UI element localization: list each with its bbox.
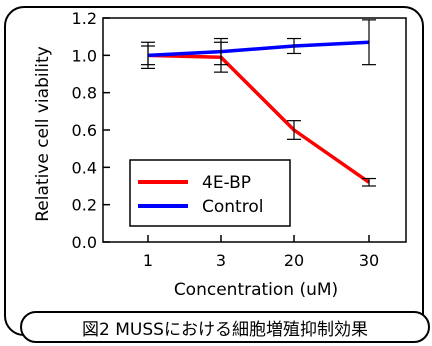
x-axis-title: Concentration (uM) (174, 280, 338, 300)
legend-label: 4E-BP (202, 173, 251, 193)
legend-box (129, 159, 291, 227)
y-tick-label: 0.6 (72, 121, 97, 140)
y-tick-label: 0.2 (72, 196, 97, 215)
y-tick-label: 0.4 (72, 158, 97, 177)
y-axis-title: Relative cell viability (33, 46, 53, 222)
series-line-4e-bp (147, 53, 371, 184)
y-tick-label: 1.2 (72, 9, 97, 28)
figure-caption: 図2 MUSSにおける細胞増殖抑制効果 (82, 319, 368, 340)
x-tick-label: 20 (284, 251, 304, 270)
caption-box: 図2 MUSSにおける細胞増殖抑制効果 (20, 311, 430, 343)
x-tick-label: 30 (359, 251, 379, 270)
y-tick-label: 1.0 (72, 46, 97, 65)
x-tick-label: 1 (143, 251, 153, 270)
series-line-control (147, 40, 370, 58)
x-tick-label: 3 (216, 251, 226, 270)
plot-area: 0.0 0.2 0.4 0.6 0.8 1.0 1.2 1 3 20 30 4E-BP Control (72, 9, 407, 270)
y-tick-label: 0.8 (72, 84, 97, 103)
y-tick-label: 0.0 (72, 233, 97, 252)
legend-label: Control (202, 197, 263, 217)
